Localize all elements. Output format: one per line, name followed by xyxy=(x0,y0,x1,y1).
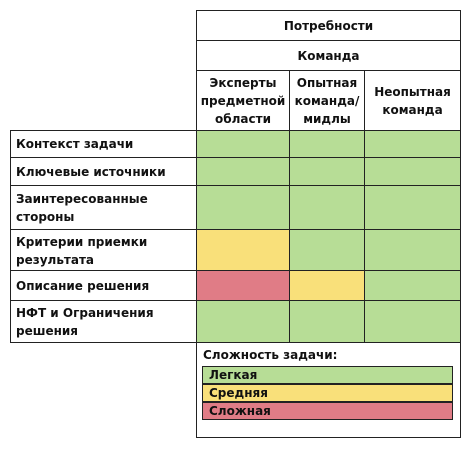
column-header-experts: Эксперты предметной области xyxy=(196,70,290,131)
legend-item-medium: Средняя xyxy=(202,384,453,402)
cell-experts-row-3 xyxy=(196,185,290,230)
row-divider xyxy=(10,229,197,230)
header-team: Команда xyxy=(196,40,461,71)
cell-experienced-row-2 xyxy=(289,157,365,186)
cell-experts-row-6 xyxy=(196,300,290,343)
row-label-solution-description: Описание решения xyxy=(16,279,150,293)
row-label-key-sources: Ключевые источники xyxy=(16,165,166,179)
cell-inexperienced-row-4 xyxy=(364,229,461,271)
cell-experienced-row-3 xyxy=(289,185,365,230)
legend-item-easy: Легкая xyxy=(202,366,453,384)
legend-title: Сложность задачи: xyxy=(203,348,338,362)
column-header-inexperienced: Неопытная команда xyxy=(364,70,461,131)
row-label-nfr-constraints: НФТ и Ограничения решения xyxy=(16,306,154,338)
header-needs: Потребности xyxy=(196,10,461,41)
column-header-inexperienced-label: Неопытная команда xyxy=(374,84,451,117)
legend: Сложность задачи: Легкая Средняя Сложная xyxy=(196,342,461,438)
cell-inexperienced-row-1 xyxy=(364,130,461,158)
legend-item-hard: Сложная xyxy=(202,402,453,420)
row-divider xyxy=(10,157,197,158)
row-label-acceptance-criteria: Критерии приемки результата xyxy=(16,234,148,267)
cell-experienced-row-4 xyxy=(289,229,365,271)
header-team-label: Команда xyxy=(297,48,360,63)
cell-inexperienced-row-5 xyxy=(364,270,461,301)
legend-item-medium-label: Средняя xyxy=(209,386,268,400)
row-label-stakeholders: Заинтересованные стороны xyxy=(16,192,148,224)
cell-experienced-row-5 xyxy=(289,270,365,301)
cell-inexperienced-row-6 xyxy=(364,300,461,343)
row-divider xyxy=(10,270,197,271)
cell-experts-row-4 xyxy=(196,229,290,271)
cell-experts-row-5 xyxy=(196,270,290,301)
cell-inexperienced-row-3 xyxy=(364,185,461,230)
row-label-task-context: Контекст задачи xyxy=(16,137,134,151)
cell-experts-row-1 xyxy=(196,130,290,158)
column-header-experts-label: Эксперты предметной области xyxy=(200,75,286,126)
column-header-experienced: Опытная команда/ мидлы xyxy=(289,70,365,131)
legend-item-hard-label: Сложная xyxy=(209,404,271,418)
header-needs-label: Потребности xyxy=(283,18,374,33)
cell-experienced-row-1 xyxy=(289,130,365,158)
row-divider xyxy=(10,300,197,301)
column-header-experienced-label: Опытная команда/ мидлы xyxy=(294,75,360,126)
cell-experienced-row-6 xyxy=(289,300,365,343)
row-divider xyxy=(10,185,197,186)
cell-inexperienced-row-2 xyxy=(364,157,461,186)
legend-item-easy-label: Легкая xyxy=(209,368,258,382)
cell-experts-row-2 xyxy=(196,157,290,186)
